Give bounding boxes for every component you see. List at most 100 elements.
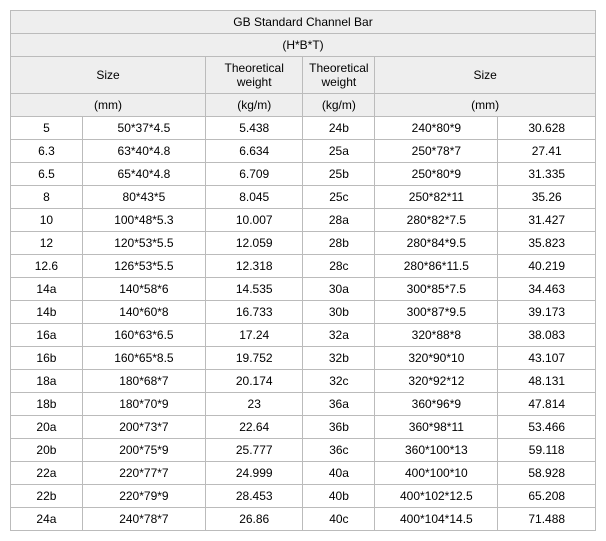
cell: 22a	[11, 462, 83, 485]
cell: 200*75*9	[82, 439, 205, 462]
channel-bar-table: GB Standard Channel Bar (H*B*T) Size The…	[10, 10, 596, 531]
cell: 39.173	[498, 301, 596, 324]
cell: 50*37*4.5	[82, 117, 205, 140]
cell: 360*96*9	[375, 393, 498, 416]
cell: 160*65*8.5	[82, 347, 205, 370]
cell: 12.059	[205, 232, 302, 255]
cell: 220*79*9	[82, 485, 205, 508]
cell: 48.131	[498, 370, 596, 393]
cell: 250*82*11	[375, 186, 498, 209]
cell: 59.118	[498, 439, 596, 462]
cell: 280*86*11.5	[375, 255, 498, 278]
cell: 36c	[303, 439, 375, 462]
table-row: 12.6126*53*5.512.31828c280*86*11.540.219	[11, 255, 596, 278]
table-title: GB Standard Channel Bar	[11, 11, 596, 34]
table-subtitle: (H*B*T)	[11, 34, 596, 57]
cell: 6.5	[11, 163, 83, 186]
cell: 250*80*9	[375, 163, 498, 186]
cell: 43.107	[498, 347, 596, 370]
table-row: 20b200*75*925.77736c360*100*1359.118	[11, 439, 596, 462]
table-row: 550*37*4.55.43824b240*80*930.628	[11, 117, 596, 140]
cell: 58.928	[498, 462, 596, 485]
cell: 14a	[11, 278, 83, 301]
header-kgm-left: (kg/m)	[205, 94, 302, 117]
cell: 22b	[11, 485, 83, 508]
table-row: 16b160*65*8.519.75232b320*90*1043.107	[11, 347, 596, 370]
cell: 65.208	[498, 485, 596, 508]
table-row: 22b220*79*928.45340b400*102*12.565.208	[11, 485, 596, 508]
cell: 40.219	[498, 255, 596, 278]
cell: 8	[11, 186, 83, 209]
cell: 6.634	[205, 140, 302, 163]
table-row: 12120*53*5.512.05928b280*84*9.535.823	[11, 232, 596, 255]
table-row: 24a240*78*726.8640c400*104*14.571.488	[11, 508, 596, 531]
cell: 16.733	[205, 301, 302, 324]
cell: 360*98*11	[375, 416, 498, 439]
cell: 32b	[303, 347, 375, 370]
cell: 250*78*7	[375, 140, 498, 163]
header-size-left: Size	[11, 57, 206, 94]
cell: 71.488	[498, 508, 596, 531]
cell: 14.535	[205, 278, 302, 301]
table-row: 18b180*70*92336a360*96*947.814	[11, 393, 596, 416]
cell: 28b	[303, 232, 375, 255]
cell: 12	[11, 232, 83, 255]
cell: 47.814	[498, 393, 596, 416]
cell: 120*53*5.5	[82, 232, 205, 255]
cell: 40b	[303, 485, 375, 508]
table-row: 14a140*58*614.53530a300*85*7.534.463	[11, 278, 596, 301]
cell: 220*77*7	[82, 462, 205, 485]
table-row: 16a160*63*6.517.2432a320*88*838.083	[11, 324, 596, 347]
cell: 18b	[11, 393, 83, 416]
table-row: 6.565*40*4.86.70925b250*80*931.335	[11, 163, 596, 186]
cell: 10	[11, 209, 83, 232]
cell: 36a	[303, 393, 375, 416]
cell: 65*40*4.8	[82, 163, 205, 186]
cell: 5	[11, 117, 83, 140]
cell: 35.26	[498, 186, 596, 209]
cell: 400*104*14.5	[375, 508, 498, 531]
cell: 40c	[303, 508, 375, 531]
cell: 14b	[11, 301, 83, 324]
cell: 25a	[303, 140, 375, 163]
cell: 16a	[11, 324, 83, 347]
cell: 280*84*9.5	[375, 232, 498, 255]
cell: 53.466	[498, 416, 596, 439]
cell: 8.045	[205, 186, 302, 209]
cell: 320*90*10	[375, 347, 498, 370]
cell: 180*70*9	[82, 393, 205, 416]
table-row: 22a220*77*724.99940a400*100*1058.928	[11, 462, 596, 485]
cell: 320*92*12	[375, 370, 498, 393]
table-row: 14b140*60*816.73330b300*87*9.539.173	[11, 301, 596, 324]
cell: 20a	[11, 416, 83, 439]
cell: 200*73*7	[82, 416, 205, 439]
cell: 6.709	[205, 163, 302, 186]
cell: 25c	[303, 186, 375, 209]
cell: 40a	[303, 462, 375, 485]
cell: 30.628	[498, 117, 596, 140]
header-kgm-right: (kg/m)	[303, 94, 375, 117]
cell: 140*60*8	[82, 301, 205, 324]
header-size-right: Size	[375, 57, 596, 94]
cell: 36b	[303, 416, 375, 439]
table-row: 10100*48*5.310.00728a280*82*7.531.427	[11, 209, 596, 232]
cell: 22.64	[205, 416, 302, 439]
cell: 31.427	[498, 209, 596, 232]
cell: 63*40*4.8	[82, 140, 205, 163]
cell: 180*68*7	[82, 370, 205, 393]
cell: 6.3	[11, 140, 83, 163]
cell: 28.453	[205, 485, 302, 508]
cell: 38.083	[498, 324, 596, 347]
cell: 20.174	[205, 370, 302, 393]
cell: 18a	[11, 370, 83, 393]
cell: 126*53*5.5	[82, 255, 205, 278]
cell: 26.86	[205, 508, 302, 531]
cell: 16b	[11, 347, 83, 370]
cell: 35.823	[498, 232, 596, 255]
cell: 24a	[11, 508, 83, 531]
cell: 23	[205, 393, 302, 416]
cell: 320*88*8	[375, 324, 498, 347]
cell: 24b	[303, 117, 375, 140]
cell: 30b	[303, 301, 375, 324]
cell: 300*87*9.5	[375, 301, 498, 324]
